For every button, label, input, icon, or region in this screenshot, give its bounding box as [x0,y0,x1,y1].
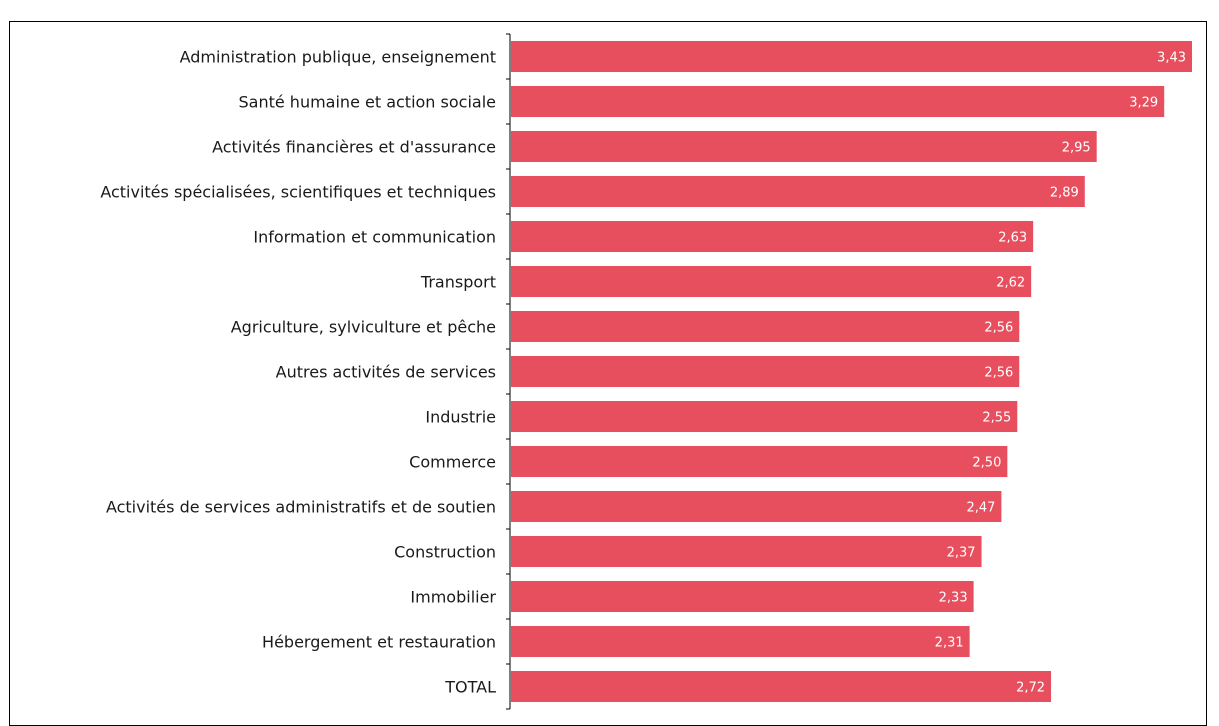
value-label: 2,63 [998,231,1027,246]
category-label: Activités spécialisées, scientifiques et… [100,183,496,202]
value-label: 2,95 [1062,141,1091,156]
category-label: Administration publique, enseignement [180,48,496,67]
category-label: Hébergement et restauration [262,633,496,652]
bar [511,356,1020,387]
category-label: Industrie [425,408,496,427]
bar [511,266,1032,297]
value-label: 2,56 [984,366,1013,381]
value-label: 2,89 [1050,186,1079,201]
category-label: Information et communication [253,228,496,247]
category-label: Activités financières et d'assurance [212,138,496,157]
bar [511,311,1020,342]
value-label: 2,37 [947,546,976,561]
bar [511,131,1097,162]
value-label: 2,47 [966,501,995,516]
category-label: Transport [420,273,496,292]
value-label: 3,29 [1129,96,1158,111]
value-label: 3,43 [1157,51,1186,66]
bar [511,221,1034,252]
bar [511,401,1018,432]
bar [511,446,1008,477]
bar [511,581,974,612]
category-label: Commerce [409,453,496,472]
category-label: Immobilier [410,588,496,607]
bar [511,626,970,657]
category-label: Agriculture, sylviculture et pêche [231,318,496,337]
value-label: 2,33 [939,591,968,606]
bar [511,86,1165,117]
category-label: Santé humaine et action sociale [239,93,497,112]
bar [511,536,982,567]
value-label: 2,72 [1016,681,1045,696]
bar [511,176,1085,207]
category-label: Autres activités de services [276,363,496,382]
value-label: 2,50 [972,456,1001,471]
bar [511,41,1192,72]
value-label: 2,56 [984,321,1013,336]
value-label: 2,31 [935,636,964,651]
category-label: Activités de services administratifs et … [106,498,496,517]
value-label: 2,62 [996,276,1025,291]
category-label: TOTAL [444,678,496,697]
value-label: 2,55 [982,411,1011,426]
bar [511,491,1002,522]
category-label: Construction [394,543,496,562]
bar [511,671,1052,702]
